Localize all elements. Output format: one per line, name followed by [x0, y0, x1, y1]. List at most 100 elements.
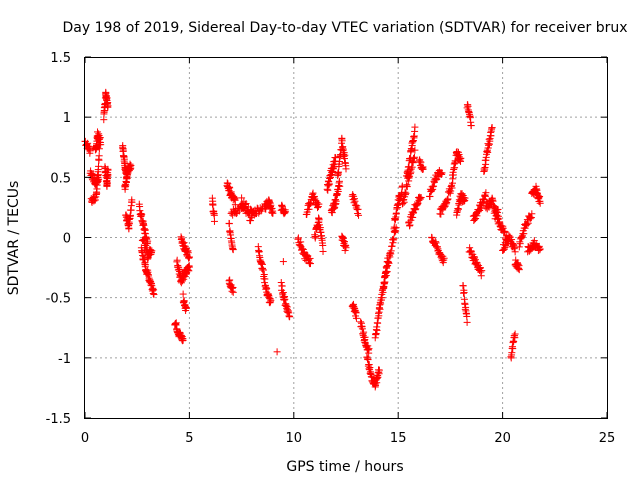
data-point [93, 178, 101, 186]
data-point [403, 183, 411, 191]
data-point [426, 193, 434, 201]
data-point [122, 179, 130, 187]
data-point [408, 145, 416, 153]
data-point [524, 219, 532, 227]
y-tick-label: 0 [63, 232, 71, 247]
data-point [417, 194, 425, 202]
data-point [410, 153, 418, 161]
data-point [515, 266, 523, 274]
data-point [461, 194, 469, 202]
data-point [281, 208, 289, 216]
y-tick-label: 1.5 [50, 51, 71, 66]
data-point [263, 285, 271, 293]
data-point [336, 182, 344, 190]
data-point [341, 151, 349, 159]
y-tick-label: -1 [58, 352, 71, 367]
data-point [173, 256, 181, 264]
data-point [338, 137, 346, 145]
data-point [375, 366, 383, 374]
chart-title: Day 198 of 2019, Sidereal Day-to-day VTE… [62, 20, 627, 36]
data-point [402, 189, 410, 197]
data-point [319, 241, 327, 249]
data-point [406, 221, 414, 229]
data-point [390, 223, 398, 231]
data-point [438, 169, 446, 177]
data-point [150, 291, 158, 299]
data-point [179, 290, 187, 298]
data-point [342, 244, 350, 252]
data-point [326, 173, 334, 181]
data-point [383, 268, 391, 276]
data-point [209, 201, 217, 209]
data-point [378, 294, 386, 302]
data-point [225, 220, 233, 228]
x-tick-label: 15 [390, 431, 407, 446]
data-point [494, 205, 502, 213]
data-point [352, 314, 360, 322]
x-tick-label: 5 [185, 431, 193, 446]
data-point [463, 312, 471, 320]
data-point [210, 211, 218, 219]
data-point [331, 203, 339, 211]
data-point [315, 200, 323, 208]
data-point [128, 198, 136, 206]
data-point [260, 270, 268, 278]
data-point [376, 305, 384, 313]
data-point [411, 123, 419, 131]
data-point [406, 154, 414, 162]
data-point [267, 296, 275, 304]
data-point [104, 102, 112, 110]
x-tick-label: 10 [286, 431, 303, 446]
data-point [261, 275, 269, 283]
data-point [247, 217, 255, 225]
data-point [231, 201, 239, 209]
data-point [444, 195, 452, 203]
data-points [81, 88, 544, 391]
data-point [481, 164, 489, 172]
data-point [257, 207, 265, 215]
data-point [269, 209, 277, 217]
data-point [381, 278, 389, 286]
x-tick-label: 0 [81, 431, 89, 446]
data-point [379, 288, 387, 296]
data-point [86, 147, 94, 155]
data-point [179, 336, 187, 344]
plot-frame [84, 57, 608, 419]
data-point [138, 210, 146, 218]
data-point [279, 289, 287, 297]
y-tick-label: -1.5 [46, 412, 71, 427]
data-point [182, 304, 190, 312]
y-tick-label: -0.5 [46, 292, 71, 307]
data-point [210, 217, 218, 225]
data-point [449, 175, 457, 183]
data-point [457, 154, 465, 162]
data-point [390, 235, 398, 243]
data-point [405, 163, 413, 171]
data-point [307, 260, 315, 268]
data-point [226, 184, 234, 192]
data-point [488, 124, 496, 132]
data-point [385, 259, 393, 267]
data-point [127, 161, 135, 169]
data-point [364, 356, 372, 364]
data-point [511, 248, 519, 256]
y-axis-label: SDTVAR / TECUs [6, 181, 22, 296]
data-point [332, 154, 340, 162]
data-point [478, 267, 486, 275]
data-point [463, 318, 471, 326]
data-point [419, 165, 427, 173]
data-point [259, 266, 267, 274]
data-point [95, 152, 103, 160]
data-point [281, 295, 289, 303]
data-point [229, 246, 237, 254]
data-point [185, 253, 193, 261]
data-point [354, 205, 362, 213]
data-point [286, 313, 294, 321]
data-point [238, 194, 246, 202]
data-point [528, 210, 536, 218]
data-point [440, 254, 448, 262]
data-point [339, 234, 347, 242]
data-point [277, 279, 285, 287]
data-point [342, 165, 350, 173]
